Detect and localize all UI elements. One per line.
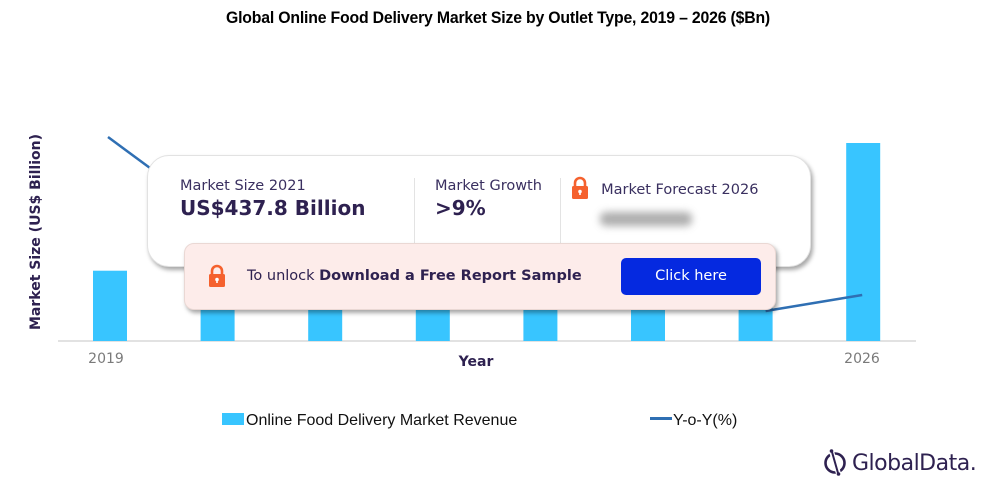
market-growth-block: Market Growth >9% (435, 178, 542, 258)
unlock-banner: To unlock Download a Free Report Sample … (184, 243, 776, 310)
x-tick-label: 2019 (88, 351, 124, 367)
market-growth-value: >9% (435, 196, 486, 220)
legend-bar-swatch (222, 412, 244, 425)
market-forecast-block: Market Forecast 2026 (570, 176, 758, 256)
globaldata-logo-icon (824, 449, 846, 476)
legend-line-swatch (650, 417, 672, 421)
divider (414, 178, 415, 244)
y-axis-label: Market Size (US$ Billion) (28, 134, 44, 330)
yoy-line-segment (107, 135, 151, 170)
market-size-label: Market Size 2021 (180, 178, 306, 194)
market-size-block: Market Size 2021 US$437.8 Billion (180, 178, 365, 258)
legend-label: Online Food Delivery Market Revenue (246, 412, 518, 429)
lock-icon (570, 176, 590, 204)
lock-icon (207, 264, 227, 292)
unlock-text: To unlock Download a Free Report Sample (247, 268, 582, 284)
market-forecast-label: Market Forecast 2026 (601, 182, 759, 198)
unlock-prefix: To unlock (247, 268, 320, 284)
x-axis-label: Year (458, 354, 494, 370)
yoy-line-segment (765, 293, 863, 313)
bar-2026 (846, 143, 881, 341)
globaldata-logo: GlobalData. (822, 449, 977, 478)
market-size-value: US$437.8 Billion (180, 196, 366, 220)
legend-label: Y-o-Y(%) (673, 412, 738, 429)
divider (560, 178, 561, 244)
market-growth-label: Market Growth (435, 178, 542, 194)
bar-2019 (93, 270, 127, 341)
click-here-button[interactable]: Click here (621, 258, 761, 295)
legend-item-revenue: Online Food Delivery Market Revenue (222, 412, 517, 430)
brand-name: GlobalData. (852, 451, 977, 476)
blurred-forecast-value (600, 212, 692, 226)
x-tick-label: 2026 (844, 351, 880, 367)
unlock-link-text: Download a Free Report Sample (319, 268, 582, 284)
legend-item-yoy: Y-o-Y(%) (650, 412, 737, 430)
chart-title: Global Online Food Delivery Market Size … (225, 8, 771, 27)
